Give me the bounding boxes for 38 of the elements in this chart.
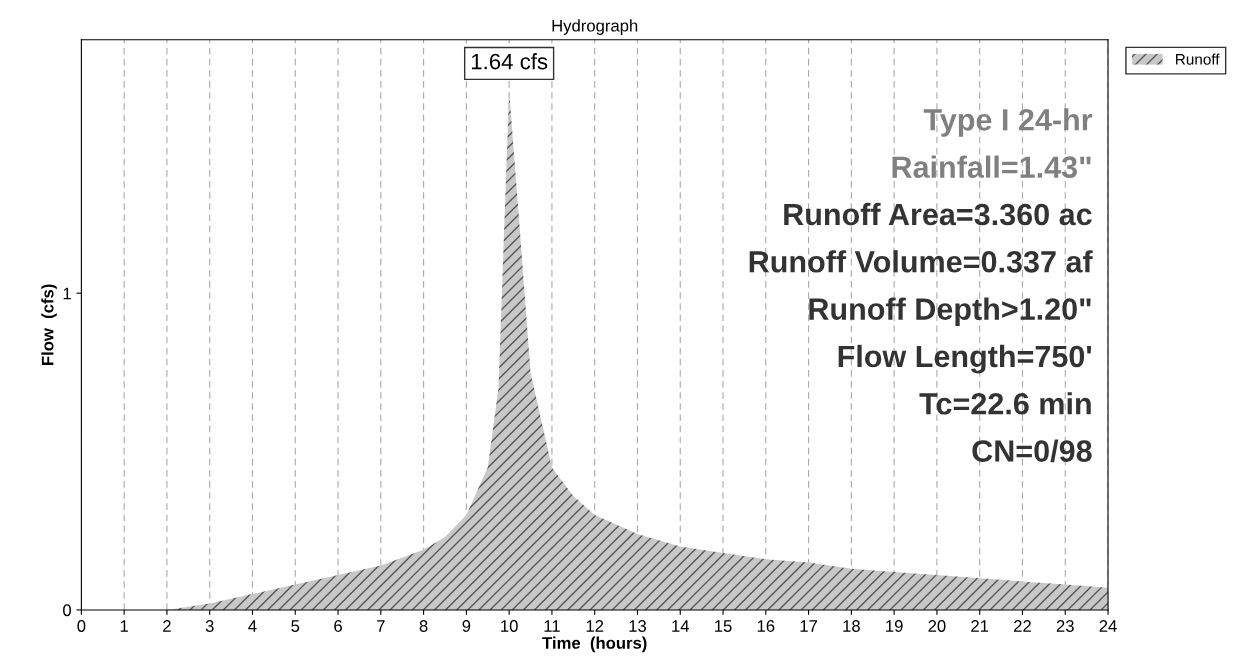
x-tick-label: 16 — [757, 620, 775, 632]
x-tick-label: 13 — [629, 620, 647, 632]
x-tick-label: 19 — [886, 620, 903, 632]
annotation: Tc=22.6 min — [919, 392, 1091, 415]
x-tick-label: 20 — [928, 620, 946, 632]
x-tick-label: 0 — [77, 620, 86, 632]
x-tick-label: 11 — [544, 620, 560, 632]
x-tick-label: 8 — [419, 620, 428, 632]
annotation: Runoff Volume=0.337 af — [749, 250, 1093, 273]
x-tick-label: 14 — [672, 620, 690, 632]
x-tick-label: 7 — [377, 620, 385, 632]
annotation: CN=0/98 — [972, 439, 1092, 463]
annotation: Flow Length=750' — [838, 344, 1092, 374]
x-tick-label: 15 — [715, 620, 732, 632]
x-tick-label: 6 — [334, 620, 342, 632]
annotation: Rainfall=1.43" — [892, 155, 1091, 179]
x-axis-title: Time (hours) — [542, 636, 647, 653]
annotation: 1.64 cfs — [471, 53, 548, 70]
x-tick-label: 5 — [291, 620, 300, 632]
x-tick-label: 2 — [163, 620, 171, 632]
y-axis-title: Flow (cfs) — [41, 284, 57, 365]
x-tick-label: 4 — [248, 620, 257, 632]
x-tick-label: 1 — [120, 620, 128, 632]
annotation: Runoff Area=3.360 ac — [784, 202, 1092, 226]
x-tick-label: 24 — [1099, 620, 1117, 632]
x-tick-label: 23 — [1056, 620, 1074, 632]
x-tick-label: 18 — [843, 620, 860, 632]
x-tick-label: 12 — [586, 620, 604, 632]
x-tick-label: 21 — [971, 620, 989, 632]
x-tick-label: 17 — [800, 620, 818, 632]
chart-title: Hydrograph — [552, 19, 638, 35]
legend-label: Runoff — [1176, 53, 1220, 65]
annotation: Type I 24-hr — [923, 108, 1093, 137]
x-tick-label: 10 — [501, 620, 518, 632]
annotation: Runoff Depth>1.20" — [809, 297, 1091, 326]
x-tick-label: 22 — [1014, 620, 1031, 632]
x-tick-label: 9 — [462, 620, 471, 632]
x-tick-label: 3 — [205, 620, 214, 632]
